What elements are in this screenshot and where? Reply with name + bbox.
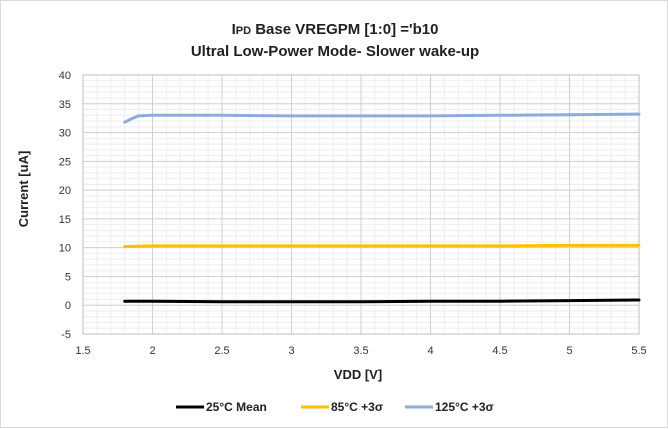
x-tick-label: 4.5 [492,345,507,357]
x-tick-label: 2 [149,345,155,357]
legend-label-2: 125°C +3σ [435,400,494,414]
series-line-1 [123,243,641,248]
x-axis-label: VDD [V] [334,367,382,382]
series-line-2 [123,112,641,124]
y-tick-label: 30 [59,128,71,140]
x-tick-label: 5.5 [631,345,646,357]
series-line-0 [123,298,641,304]
y-axis-label: Current [uA] [16,151,31,228]
x-tick-label: 2.5 [214,345,229,357]
x-tick-label: 1.5 [75,345,90,357]
legend-label-1: 85°C +3σ [331,400,383,414]
chart-title-line-1: IPD Base VREGPM [1:0] ='b10 [232,21,439,38]
y-tick-label: 25 [59,156,71,168]
x-tick-label: 5 [566,345,572,357]
y-tick-label: 5 [65,271,71,283]
x-tick-label: 4 [427,345,433,357]
legend-label-0: 25°C Mean [206,400,267,414]
plot-area-border [82,74,640,335]
y-tick-label: 0 [65,300,71,312]
x-tick-label: 3 [288,345,294,357]
legend: 25°C Mean 85°C +3σ 125°C +3σ [176,400,494,414]
y-tick-label: 15 [59,214,71,226]
y-tick-label: 40 [59,70,71,82]
y-tick-label: 35 [59,99,71,111]
tick-labels: 1.5 2 2.5 3 3.5 4 4.5 5 5.5 -5 0 5 10 15 20 25 30 35 40 [59,70,647,357]
y-tick-label: 10 [59,243,71,255]
gridlines [82,74,640,335]
chart-title-line-2: Ultral Low-Power Mode- Slower wake-up [191,43,479,60]
series-lines [123,112,641,304]
x-tick-label: 3.5 [353,345,368,357]
y-tick-label: -5 [61,329,71,341]
y-tick-label: 20 [59,185,71,197]
